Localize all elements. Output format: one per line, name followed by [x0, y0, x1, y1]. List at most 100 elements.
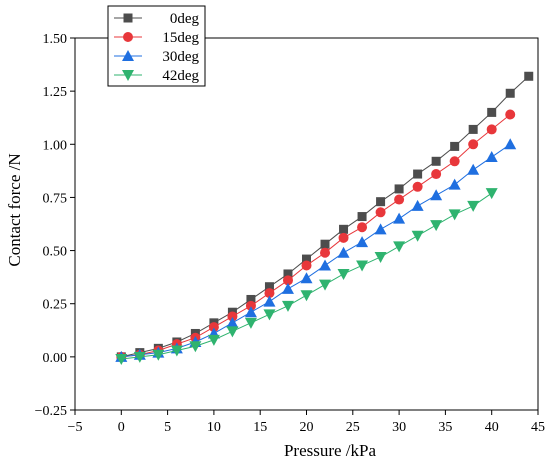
- data-point: [264, 282, 274, 292]
- data-point: [374, 223, 387, 235]
- data-point: [337, 246, 350, 258]
- series-line-30deg: [121, 143, 511, 358]
- data-point: [394, 194, 405, 205]
- data-point: [393, 212, 406, 224]
- data-point: [264, 288, 275, 299]
- y-tick-label: 1.25: [43, 85, 68, 100]
- data-point: [413, 169, 423, 179]
- data-point: [319, 259, 332, 271]
- data-point: [412, 181, 423, 192]
- data-point: [300, 290, 313, 302]
- legend-marker: [123, 13, 133, 23]
- legend-marker: [122, 70, 134, 81]
- x-tick-label: 5: [164, 420, 171, 435]
- data-point: [467, 163, 480, 175]
- legend-marker: [122, 50, 134, 61]
- data-point: [487, 107, 497, 117]
- x-tick-label: 25: [346, 420, 360, 435]
- data-point: [376, 197, 386, 207]
- data-point: [338, 232, 349, 243]
- x-tick-label: 30: [392, 420, 406, 435]
- data-point: [393, 241, 406, 253]
- data-point: [524, 71, 534, 81]
- data-point: [505, 109, 516, 120]
- data-point: [244, 306, 257, 318]
- data-point: [189, 341, 202, 353]
- legend-label: 0deg: [170, 11, 200, 27]
- x-tick-label: 35: [438, 420, 452, 435]
- data-point: [339, 224, 349, 234]
- data-point: [246, 294, 256, 304]
- y-tick-label: 0.00: [43, 351, 68, 366]
- data-point: [485, 151, 498, 163]
- data-point: [319, 279, 332, 291]
- y-tick-label: 0.75: [43, 191, 68, 206]
- data-point: [431, 156, 441, 166]
- data-point: [283, 269, 293, 279]
- y-tick-label: 1.00: [43, 138, 68, 153]
- x-tick-label: 20: [300, 420, 314, 435]
- data-point: [485, 188, 498, 200]
- data-point: [467, 200, 480, 212]
- data-point: [431, 169, 442, 180]
- legend-item: 42deg: [114, 68, 199, 84]
- data-point: [300, 272, 313, 284]
- legend-label: 15deg: [162, 30, 199, 46]
- legend-label: 42deg: [162, 68, 199, 84]
- data-point: [375, 207, 386, 218]
- data-point: [374, 251, 387, 263]
- y-tick-label: −0.25: [35, 404, 67, 419]
- x-tick-label: 45: [531, 420, 545, 435]
- x-tick-label: 15: [253, 420, 267, 435]
- data-point: [337, 268, 350, 280]
- series-layer: [115, 71, 534, 365]
- data-point: [356, 236, 369, 248]
- data-point: [357, 212, 367, 222]
- data-point: [450, 141, 460, 151]
- data-point: [430, 189, 443, 201]
- y-axis-title: Contact force /N: [5, 153, 24, 266]
- data-point: [281, 282, 294, 294]
- data-point: [152, 349, 165, 361]
- data-point: [263, 309, 276, 321]
- data-point: [207, 334, 220, 346]
- x-tick-label: 10: [207, 420, 221, 435]
- series-30deg: [115, 138, 517, 362]
- series-15deg: [116, 109, 516, 362]
- data-point: [486, 124, 497, 135]
- data-point: [227, 311, 238, 322]
- data-point: [245, 300, 256, 311]
- series-line-0deg: [121, 75, 530, 358]
- data-point: [357, 222, 368, 233]
- y-axis-ticks: −0.25 0.00 0.25 0.50 0.75 1.00 1.25 1.50: [35, 32, 75, 419]
- x-tick-label: 0: [118, 420, 125, 435]
- data-point: [320, 247, 331, 258]
- data-point: [133, 351, 146, 363]
- y-tick-label: 0.25: [43, 298, 68, 313]
- data-point: [449, 156, 460, 167]
- y-tick-label: 0.50: [43, 245, 68, 260]
- x-axis-title: Pressure /kPa: [284, 441, 377, 460]
- data-point: [356, 260, 369, 272]
- data-point: [281, 300, 294, 312]
- data-point: [320, 239, 330, 249]
- legend-label: 30deg: [162, 49, 199, 65]
- legend-item: 0deg: [114, 11, 199, 27]
- x-axis-ticks: −5 0 5 10 15 20 25 30 35 40 45: [68, 410, 545, 435]
- data-point: [282, 275, 293, 286]
- legend-marker: [123, 32, 133, 42]
- x-tick-label: −5: [68, 420, 83, 435]
- data-point: [468, 124, 478, 134]
- series-0deg: [116, 71, 534, 362]
- y-tick-label: 1.50: [43, 32, 68, 47]
- data-point: [504, 138, 517, 150]
- legend: 0deg 15deg 30deg 42deg: [107, 5, 206, 87]
- x-tick-label: 40: [485, 420, 499, 435]
- data-point: [448, 178, 461, 190]
- data-point: [226, 316, 239, 328]
- data-point: [411, 199, 424, 211]
- data-point: [301, 260, 312, 271]
- data-point: [302, 254, 311, 264]
- data-point: [208, 322, 219, 333]
